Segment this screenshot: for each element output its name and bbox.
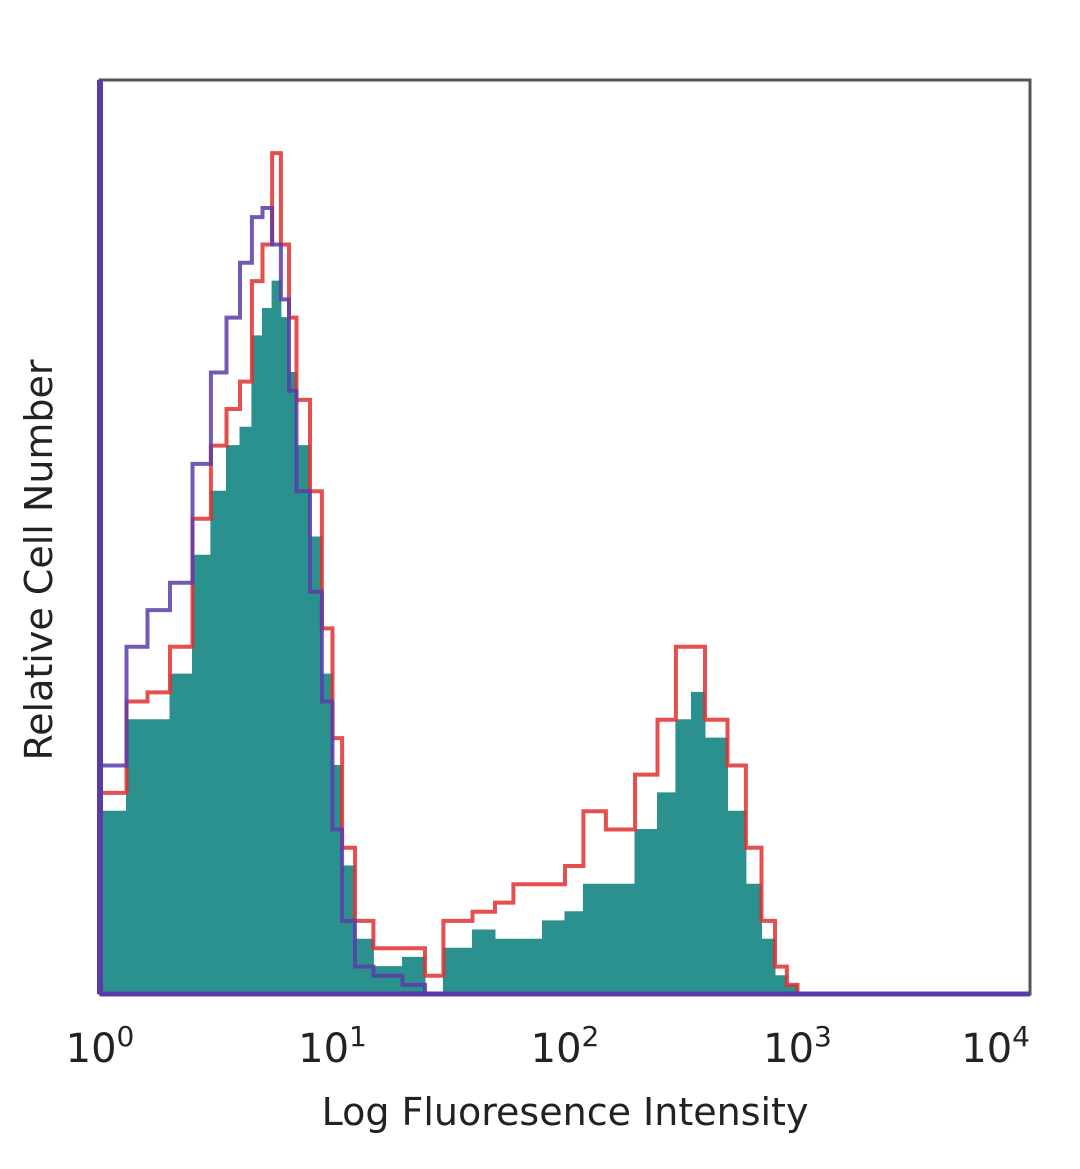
series-1-line	[100, 151, 802, 996]
x-tick-label: 104	[961, 1020, 1030, 1072]
x-tick-label: 100	[66, 1020, 135, 1072]
x-tick-3: 103	[763, 1020, 832, 1072]
x-tick-label: 101	[298, 1020, 367, 1072]
x-tick-label: 103	[763, 1020, 832, 1072]
x-tick-labels: 100 101 102 103 104	[66, 1020, 1030, 1072]
x-tick-2: 102	[531, 1020, 600, 1072]
x-tick-4: 104	[961, 1020, 1030, 1072]
y-axis-title: Relative Cell Number	[17, 359, 61, 760]
series-0-filled	[99, 280, 802, 995]
x-axis-title: Log Fluoresence Intensity	[322, 1090, 809, 1134]
x-tick-0: 100	[66, 1020, 135, 1072]
x-tick-1: 101	[298, 1020, 367, 1072]
x-tick-label: 102	[531, 1020, 600, 1072]
series-layer	[99, 151, 802, 996]
series-2-line	[100, 206, 448, 996]
